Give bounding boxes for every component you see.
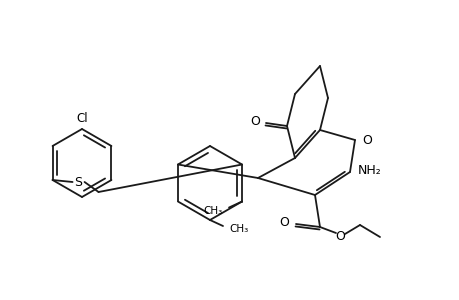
Text: O: O (334, 230, 344, 244)
Text: O: O (361, 134, 371, 146)
Text: NH₂: NH₂ (357, 164, 381, 176)
Text: Cl: Cl (76, 112, 88, 125)
Text: S: S (74, 176, 82, 188)
Text: O: O (279, 215, 288, 229)
Text: CH₃: CH₃ (203, 206, 223, 215)
Text: O: O (250, 115, 259, 128)
Text: CH₃: CH₃ (229, 224, 248, 234)
